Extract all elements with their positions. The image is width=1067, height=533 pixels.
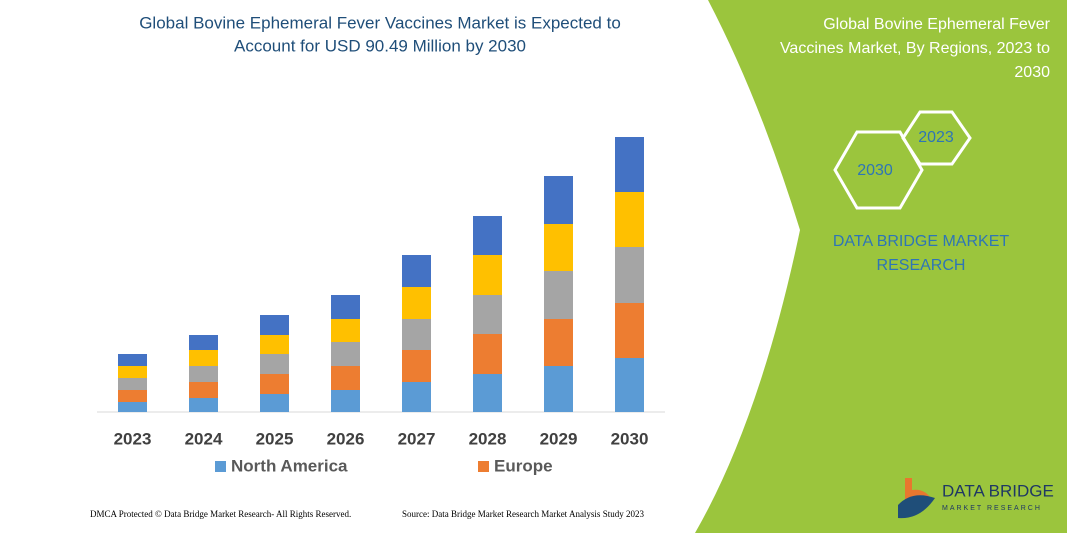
footer-copyright: DMCA Protected © Data Bridge Market Rese…	[90, 509, 351, 519]
bar-segment	[331, 390, 360, 412]
bar-segment	[473, 334, 502, 374]
x-tick-label: 2024	[185, 429, 223, 448]
bar-segment	[402, 350, 431, 382]
bar-segment	[118, 390, 147, 402]
legend-label: Europe	[494, 456, 553, 475]
bar-segment	[473, 255, 502, 295]
hexagon	[833, 130, 924, 210]
x-tick-label: 2025	[256, 429, 294, 448]
panel-brand: DATA BRIDGE MARKET	[833, 233, 1010, 250]
legend-swatch	[478, 461, 489, 472]
bar-segment	[189, 350, 218, 366]
hexagon-label: 2023	[918, 129, 954, 146]
bar-segment	[260, 315, 289, 335]
bar-segment	[260, 354, 289, 374]
x-tick-label: 2026	[327, 429, 365, 448]
bar-segment	[544, 224, 573, 271]
bar-segment	[615, 137, 644, 192]
bar-segment	[402, 319, 431, 350]
bar-segment	[189, 382, 218, 398]
bar-segment	[615, 303, 644, 358]
bar-segment	[331, 342, 360, 366]
panel-title: 2030	[1014, 64, 1050, 81]
bar-segment	[331, 295, 360, 319]
bar-segment	[118, 402, 147, 412]
x-tick-label: 2030	[611, 429, 649, 448]
bar-segment	[544, 176, 573, 224]
bar-segment	[189, 335, 218, 350]
bar-segment	[544, 319, 573, 366]
bar-segment	[118, 378, 147, 390]
x-tick-label: 2029	[540, 429, 578, 448]
hexagon	[901, 110, 972, 166]
bar-segment	[544, 271, 573, 319]
bar-segment	[402, 382, 431, 412]
hexagon-label: 2030	[857, 162, 893, 179]
legend-swatch	[215, 461, 226, 472]
bar-segment	[189, 366, 218, 382]
legend-label: North America	[231, 456, 348, 475]
bar-segment	[544, 366, 573, 412]
panel-title: Vaccines Market, By Regions, 2023 to	[780, 40, 1050, 57]
bar-segment	[402, 255, 431, 287]
bar-segment	[473, 216, 502, 255]
x-tick-label: 2028	[469, 429, 507, 448]
logo-icon	[898, 495, 935, 519]
bar-segment	[260, 335, 289, 354]
logo-name: DATA BRIDGE	[942, 481, 1054, 500]
bar-segment	[615, 247, 644, 303]
x-tick-label: 2023	[114, 429, 152, 448]
bar-segment	[331, 319, 360, 342]
bar-segment	[473, 374, 502, 412]
panel-title: Global Bovine Ephemeral Fever	[823, 16, 1050, 33]
bar-segment	[331, 366, 360, 390]
bar-segment	[118, 354, 147, 366]
bar-segment	[615, 358, 644, 412]
bar-segment	[260, 394, 289, 412]
green-panel	[695, 0, 1067, 533]
panel-brand: RESEARCH	[877, 257, 966, 274]
bar-segment	[189, 398, 218, 412]
chart-title: Account for USD 90.49 Million by 2030	[234, 36, 526, 55]
bar-segment	[615, 192, 644, 247]
bar-segment	[118, 366, 147, 378]
chart-title: Global Bovine Ephemeral Fever Vaccines M…	[139, 13, 621, 32]
bar-segment	[473, 295, 502, 334]
logo-tagline: MARKET RESEARCH	[942, 505, 1042, 512]
bar-segment	[402, 287, 431, 319]
x-tick-label: 2027	[398, 429, 436, 448]
footer-source: Source: Data Bridge Market Research Mark…	[402, 509, 644, 519]
bar-segment	[260, 374, 289, 394]
